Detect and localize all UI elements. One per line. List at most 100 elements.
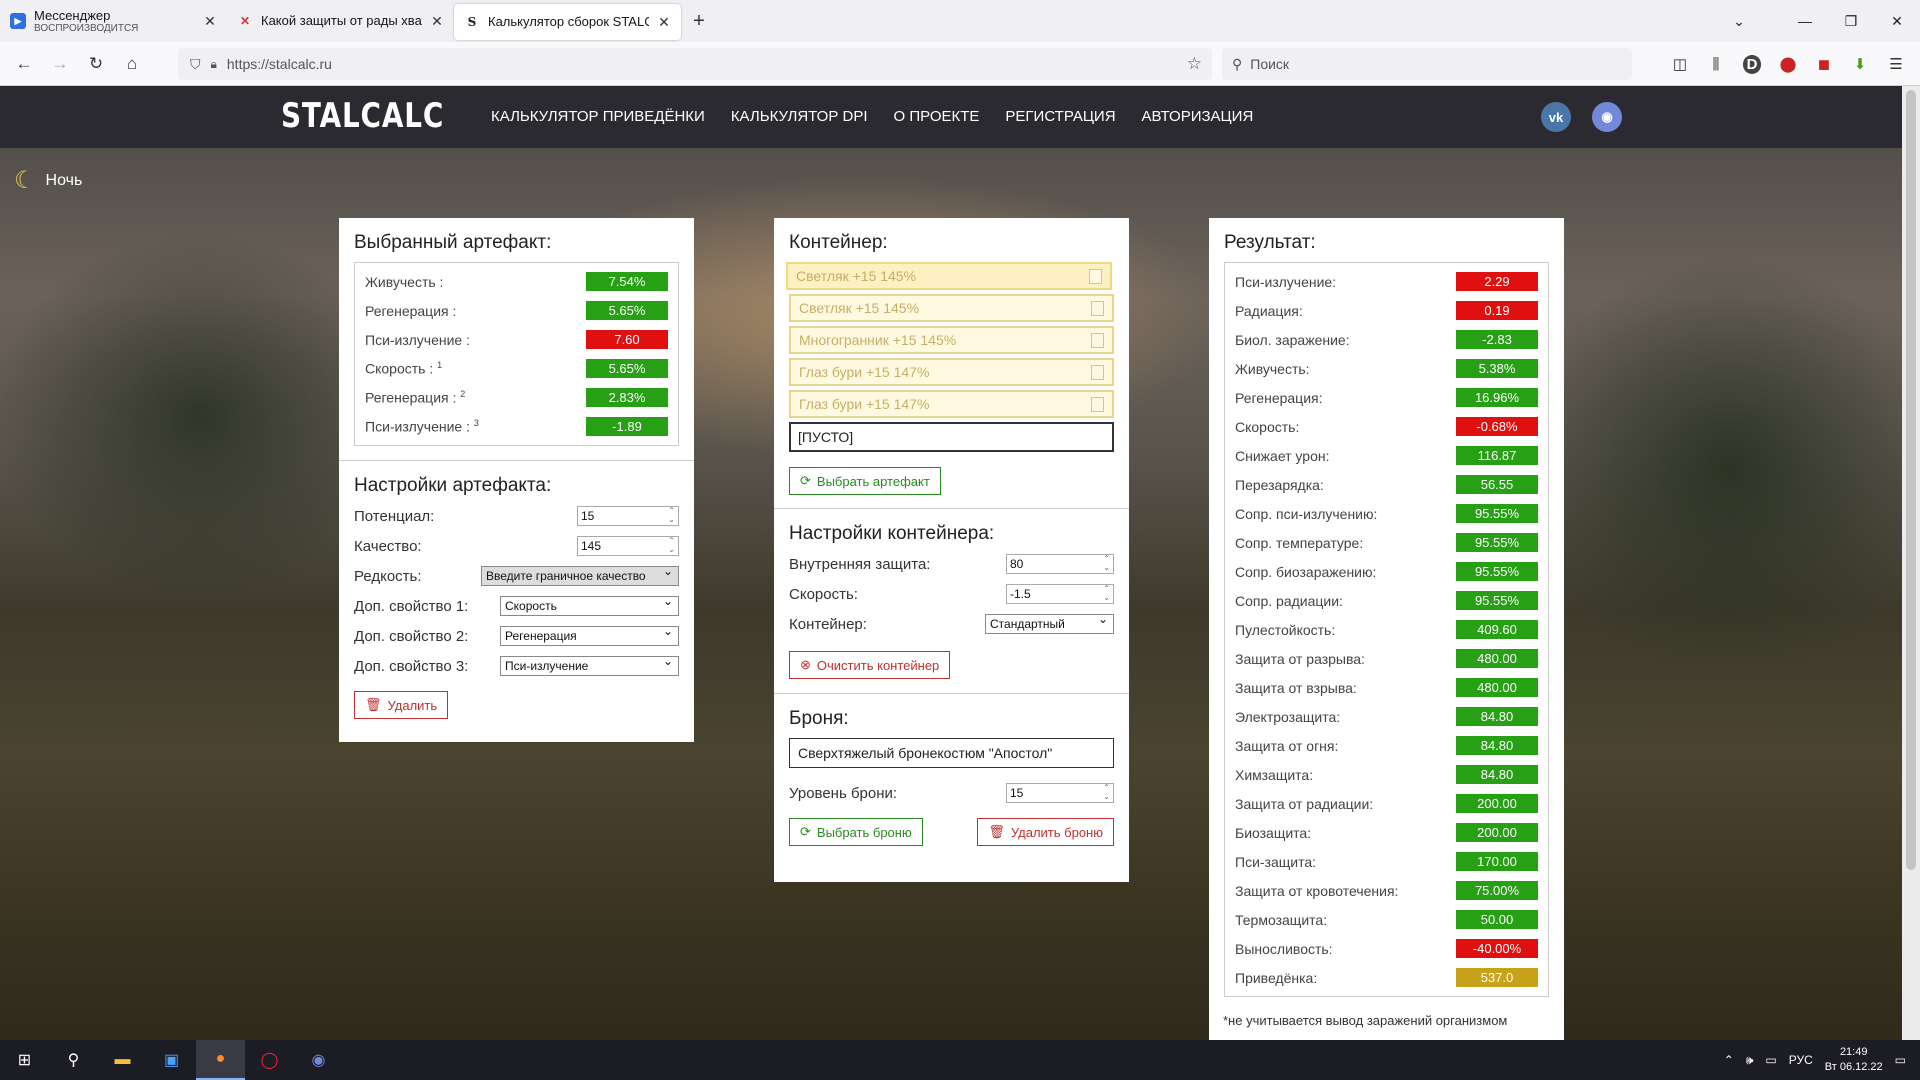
new-tab-icon[interactable]: +	[693, 9, 705, 32]
stat-label: Перезарядка:	[1235, 476, 1324, 493]
vk-icon[interactable]: vk	[1541, 102, 1571, 132]
search-placeholder[interactable]: Поиск	[1250, 56, 1290, 72]
close-tab-icon[interactable]: ✕	[431, 12, 443, 29]
reload-icon[interactable]: ↻	[88, 53, 104, 73]
stat-label: Химзащита:	[1235, 766, 1314, 783]
menu-item-about[interactable]: О ПРОЕКТЕ	[893, 108, 980, 125]
artifact-card-icon	[1091, 397, 1104, 412]
extra3-select[interactable]: Пси-излучение	[500, 654, 679, 676]
extension-download-icon[interactable]: ⬇	[1853, 56, 1867, 73]
refresh-icon: ⟳	[800, 473, 811, 488]
page-scrollbar[interactable]	[1902, 86, 1920, 1040]
url-bar[interactable]: ⛉ 🔒︎ https://stalcalc.ru ☆	[178, 48, 1212, 80]
armor-level-input[interactable]: 15	[1006, 783, 1114, 803]
extension-adblock-icon[interactable]: ⬤	[1779, 56, 1797, 73]
shield-icon[interactable]: ⛉	[190, 55, 201, 72]
file-explorer-icon[interactable]: ▬	[114, 1051, 131, 1068]
stat-label: Защита от огня:	[1235, 737, 1339, 754]
quality-input[interactable]: 145	[577, 536, 679, 556]
container-slot[interactable]: Глаз бури +15 147%	[789, 358, 1114, 386]
extra1-select[interactable]: Скорость	[500, 594, 679, 616]
minimize-icon[interactable]: —	[1798, 13, 1812, 29]
pocket-icon[interactable]: ◫	[1672, 56, 1688, 73]
discord-taskbar-icon[interactable]: ◉	[311, 1052, 326, 1069]
inner-protection-input[interactable]: 80	[1006, 554, 1114, 574]
restore-icon[interactable]: ❐	[1844, 12, 1858, 29]
container-panel: Контейнер: Светляк +15 145% Светляк +15 …	[774, 218, 1129, 882]
tab-messenger[interactable]: ▶ Мессенджер ВОСПРОИЗВОДИТСЯ ✕	[0, 3, 227, 39]
stat-label: Сопр. радиации:	[1235, 592, 1343, 609]
result-footnote: *не учитывается вывод заражений организм…	[1223, 1013, 1508, 1028]
url-text[interactable]: https://stalcalc.ru	[226, 56, 332, 72]
footnote-mark: 1	[437, 360, 443, 371]
close-tab-icon[interactable]: ✕	[658, 13, 670, 30]
bookmark-star-icon[interactable]: ☆	[1186, 54, 1202, 73]
back-icon[interactable]: ←	[15, 53, 33, 73]
site-logo[interactable]: STALCALC	[281, 96, 445, 136]
night-mode-toggle[interactable]: ☾ Ночь	[14, 166, 82, 195]
delete-armor-button[interactable]: 🗑︎ Удалить броню	[977, 818, 1114, 846]
network-icon[interactable]: ▭	[1765, 1053, 1777, 1067]
home-icon[interactable]: ⌂	[126, 53, 138, 73]
armor-name-field[interactable]: Сверхтяжелый бронекостюм "Апостол"	[789, 738, 1114, 768]
lock-icon[interactable]: 🔒︎	[210, 56, 217, 71]
container-slot[interactable]: Светляк +15 145%	[786, 262, 1112, 290]
result-stat-row: Пулестойкость: 409.60	[1235, 615, 1538, 644]
result-stat-row: Живучесть: 5.38%	[1235, 354, 1538, 383]
extension-flash-icon[interactable]: ◼	[1817, 56, 1831, 73]
volume-icon[interactable]: 🕪︎	[1745, 1052, 1754, 1067]
clock[interactable]: 21:49 Вт 06.12.22	[1824, 1046, 1883, 1073]
library-icon[interactable]: ⫼	[1712, 55, 1720, 73]
close-tab-icon[interactable]: ✕	[204, 12, 216, 29]
container-slot[interactable]: Многогранник +15 145%	[789, 326, 1114, 354]
inner-protection-label: Внутренняя защита:	[789, 555, 931, 573]
firefox-icon[interactable]: ●	[196, 1040, 245, 1080]
divider	[339, 460, 694, 461]
choose-artifact-button[interactable]: ⟳ Выбрать артефакт	[789, 467, 941, 495]
stat-value: 409.60	[1456, 620, 1538, 639]
stat-value: -1.89	[586, 417, 668, 436]
stat-value: 7.60	[586, 330, 668, 349]
result-stat-row: Сопр. температуре: 95.55%	[1235, 528, 1538, 557]
menu-item-dpi-calc[interactable]: КАЛЬКУЛЯТОР DPI	[730, 108, 868, 125]
result-stat-row: Радиация: 0.19	[1235, 296, 1538, 325]
delete-artifact-button[interactable]: 🗑︎ Удалить	[354, 691, 449, 719]
container-slot[interactable]: Глаз бури +15 147%	[789, 390, 1114, 418]
store-icon[interactable]: ▣	[163, 1052, 180, 1069]
menu-item-register[interactable]: РЕГИСТРАЦИЯ	[1005, 108, 1116, 125]
stat-value: 56.55	[1456, 475, 1538, 494]
extra2-select[interactable]: Регенерация	[500, 624, 679, 646]
choose-armor-button[interactable]: ⟳ Выбрать броню	[789, 818, 923, 846]
discord-icon[interactable]: ◉	[1592, 102, 1622, 132]
tab-forum[interactable]: ✕ Какой защиты от рады хватит ✕	[227, 3, 454, 39]
site-header: STALCALC КАЛЬКУЛЯТОР ПРИВЕДЁНКИ КАЛЬКУЛЯ…	[0, 86, 1902, 148]
tab-subtitle: ВОСПРОИЗВОДИТСЯ	[34, 22, 139, 34]
tab-stalcalc[interactable]: S Калькулятор сборок STALCALC ✕	[454, 4, 681, 40]
tab-list-icon[interactable]: ⌄	[1733, 12, 1745, 29]
trash-icon: 🗑︎	[988, 824, 1005, 839]
menu-item-prived-calc[interactable]: КАЛЬКУЛЯТОР ПРИВЕДЁНКИ	[491, 108, 705, 125]
search-icon[interactable]: ⚲	[67, 1052, 80, 1069]
container-slot[interactable]: Светляк +15 145%	[789, 294, 1114, 322]
language-indicator[interactable]: РУС	[1788, 1053, 1813, 1067]
container-speed-input[interactable]: -1.5	[1006, 584, 1114, 604]
opera-icon[interactable]: ◯	[260, 1052, 279, 1069]
search-bar[interactable]: ⚲ Поиск	[1222, 48, 1632, 80]
notifications-icon[interactable]: ▭	[1894, 1053, 1906, 1067]
potential-input[interactable]: 15	[577, 506, 679, 526]
tray-expand-icon[interactable]: ⌃	[1723, 1053, 1734, 1067]
messenger-icon: ▶	[10, 13, 26, 29]
container-type-select[interactable]: Стандартный	[985, 612, 1114, 634]
close-window-icon[interactable]: ✕	[1891, 12, 1903, 29]
menu-item-login[interactable]: АВТОРИЗАЦИЯ	[1141, 108, 1254, 125]
scrollbar-thumb[interactable]	[1906, 90, 1916, 870]
account-icon[interactable]: D	[1734, 54, 1770, 74]
rarity-select[interactable]: Введите граничное качество	[481, 564, 679, 586]
stat-label: Пси-излучение : 3	[365, 418, 479, 435]
menu-icon[interactable]: ☰	[1889, 56, 1903, 73]
windows-start-icon[interactable]: ⊞	[17, 1052, 32, 1069]
clear-container-button[interactable]: ⊗ Очистить контейнер	[789, 651, 951, 679]
stat-value: 95.55%	[1456, 504, 1538, 523]
forward-icon[interactable]: →	[51, 53, 69, 73]
empty-slot[interactable]: [ПУСТО]	[789, 422, 1114, 452]
